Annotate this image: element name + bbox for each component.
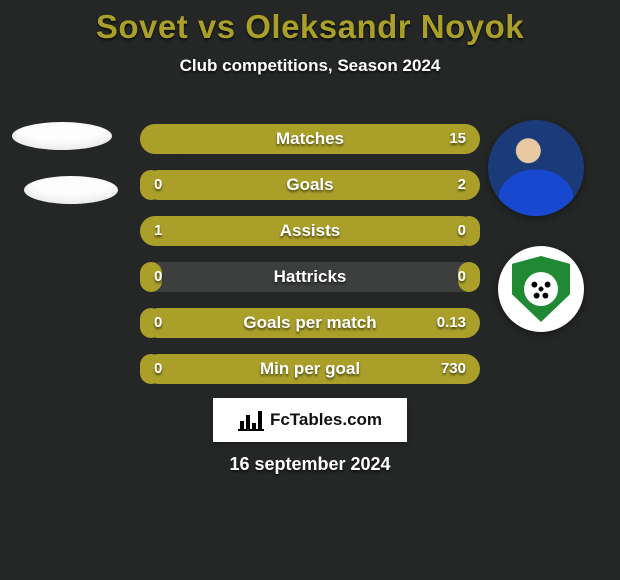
bar-row: 0 0Hattricks xyxy=(140,262,480,292)
bar-label: Hattricks xyxy=(140,262,480,292)
bar-value-left: 0 xyxy=(154,262,162,292)
bar-row: 00.13Goals per match xyxy=(140,308,480,338)
bar-right xyxy=(144,308,480,338)
bar-row: 02Goals xyxy=(140,170,480,200)
date-text: 16 september 2024 xyxy=(0,454,620,475)
bar-value-left: 0 xyxy=(154,354,162,384)
content-root: Sovet vs Oleksandr Noyok Club competitio… xyxy=(0,0,620,580)
page-subtitle: Club competitions, Season 2024 xyxy=(0,56,620,76)
brand-box: FcTables.com xyxy=(213,398,407,442)
player1-ellipse-icon xyxy=(12,122,112,150)
bar-value-right: 15 xyxy=(449,124,466,154)
bar-right xyxy=(144,124,480,154)
bar-value-right: 0.13 xyxy=(437,308,466,338)
brand-text: FcTables.com xyxy=(270,410,382,430)
brand-chart-icon xyxy=(238,409,264,431)
player2-avatar xyxy=(488,120,584,216)
bar-left xyxy=(140,216,476,246)
bar-right xyxy=(144,170,480,200)
bar-row: 10Assists xyxy=(140,216,480,246)
bar-right xyxy=(144,354,480,384)
bar-value-left: 1 xyxy=(154,216,162,246)
bar-row: 615Matches xyxy=(140,124,480,154)
player1-ellipse-icon xyxy=(24,176,118,204)
bar-row: 0730Min per goal xyxy=(140,354,480,384)
page-title: Sovet vs Oleksandr Noyok xyxy=(0,0,620,46)
player2-team-logo xyxy=(498,246,584,332)
bar-value-right: 0 xyxy=(458,216,466,246)
bar-left xyxy=(140,124,189,154)
bar-value-left: 0 xyxy=(154,170,162,200)
shield-icon xyxy=(512,256,570,322)
soccer-ball-icon xyxy=(530,278,552,300)
bar-value-right: 0 xyxy=(458,262,466,292)
comparison-chart: 615Matches02Goals10Assists00Hattricks00.… xyxy=(140,124,480,400)
bar-value-left: 0 xyxy=(154,308,162,338)
bar-value-right: 2 xyxy=(458,170,466,200)
bar-value-right: 730 xyxy=(441,354,466,384)
